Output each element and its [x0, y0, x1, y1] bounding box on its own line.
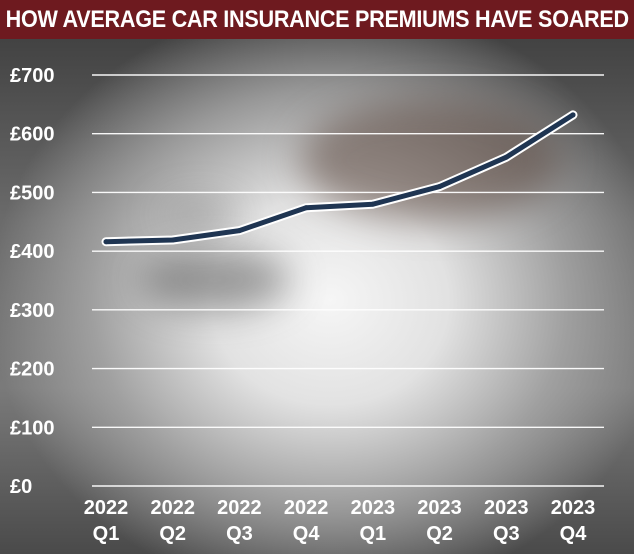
y-tick-label: £0 — [10, 476, 32, 498]
y-axis-ticks: £0 £100 £200 £300 £400 £500 £600 £700 — [10, 65, 55, 498]
x-tick-label-quarter: Q1 — [360, 523, 387, 545]
x-tick-label-year: 2023 — [551, 497, 596, 519]
y-tick-label: £600 — [10, 124, 55, 146]
data-point-4 — [303, 205, 309, 211]
y-tick-label: £300 — [10, 300, 55, 322]
x-tick-label-year: 2023 — [351, 497, 396, 519]
background-blur-hand — [300, 100, 560, 220]
data-point-6 — [437, 184, 443, 190]
y-tick-label: £200 — [10, 359, 55, 381]
x-tick-label-quarter: Q2 — [159, 523, 186, 545]
title-bar: HOW AVERAGE CAR INSURANCE PREMIUMS HAVE … — [0, 0, 634, 39]
data-point-1 — [103, 239, 109, 245]
x-tick-label-quarter: Q3 — [226, 523, 253, 545]
x-tick-label-quarter: Q1 — [93, 523, 120, 545]
x-tick-label-quarter: Q4 — [293, 523, 321, 545]
y-tick-label: £500 — [10, 182, 55, 204]
x-tick-label-year: 2022 — [217, 497, 262, 519]
y-tick-label: £400 — [10, 241, 55, 263]
y-tick-label: £100 — [10, 417, 55, 439]
grid-lines — [92, 74, 604, 487]
chart-title: HOW AVERAGE CAR INSURANCE PREMIUMS HAVE … — [5, 5, 629, 33]
background-blur-keys — [140, 250, 290, 310]
series-line-path — [103, 112, 576, 245]
x-tick-label-year: 2023 — [484, 497, 529, 519]
x-axis-ticks: 2022 Q1 2022 Q2 2022 Q3 2022 Q4 2023 Q1 2023 Q2 2023… — [84, 497, 596, 545]
x-tick-label-quarter: Q2 — [426, 523, 453, 545]
data-point-7 — [503, 154, 509, 160]
x-tick-label-year: 2022 — [84, 497, 129, 519]
x-tick-label-year: 2022 — [150, 497, 195, 519]
background-blur-pen — [160, 200, 240, 230]
x-tick-label-year: 2023 — [417, 497, 462, 519]
y-tick-label: £700 — [10, 65, 55, 87]
x-tick-label-quarter: Q4 — [560, 523, 588, 545]
data-point-3 — [236, 228, 242, 234]
x-tick-label-quarter: Q3 — [493, 523, 520, 545]
data-point-2 — [170, 237, 176, 243]
series-line — [101, 110, 578, 247]
data-point-8 — [570, 112, 576, 118]
data-point-5 — [370, 201, 376, 207]
x-tick-label-year: 2022 — [284, 497, 329, 519]
